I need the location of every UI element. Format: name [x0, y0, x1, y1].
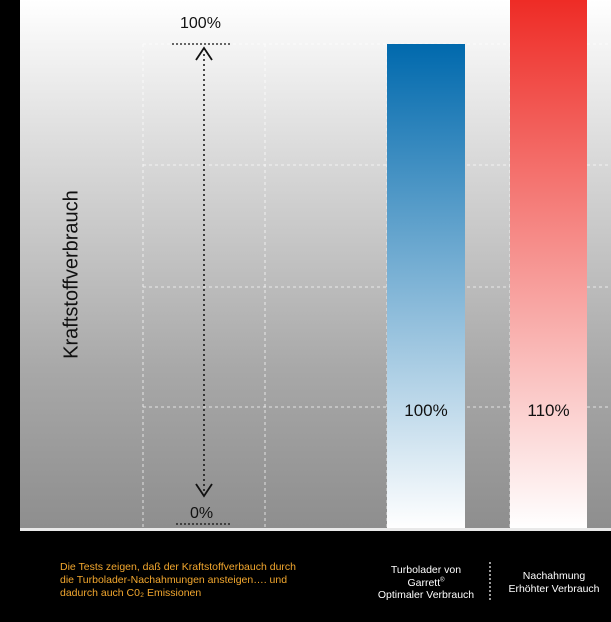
x-label-garrett: Turbolader von Garrett® Optimaler Verbra… — [362, 564, 490, 602]
tick-label-100: 100% — [180, 15, 221, 32]
arrow-head-down — [195, 483, 213, 498]
footer-caption: Die Tests zeigen, daß der Kraftstoffverb… — [60, 561, 360, 600]
caption-line-3: dadurch auch C0₂ Emissionen — [60, 587, 202, 599]
bar-value-label-garrett: 100% — [404, 401, 448, 420]
range-arrow — [172, 43, 232, 525]
bars-group — [387, 0, 587, 529]
x-label-garrett-line-1: Turbolader von — [390, 564, 462, 576]
x-label-imitation: Nachahmung Erhöhter Verbrauch — [497, 570, 611, 595]
baseline-separator — [20, 528, 611, 531]
footer-panel — [0, 531, 611, 622]
caption-line-1: Die Tests zeigen, daß der Kraftstoffverb… — [60, 561, 296, 573]
x-label-garrett-line-2: Garrett® — [407, 576, 445, 589]
arrow-head-up — [195, 46, 213, 61]
bar-imitation — [510, 0, 587, 529]
caption-line-2: die Turbolader-Nachahmungen ansteigen…. … — [60, 574, 288, 586]
bar-value-label-imitation: 110% — [527, 401, 570, 420]
bar-garrett — [387, 44, 465, 528]
x-label-imitation-line-1: Nachahmung — [522, 570, 586, 582]
registered-mark: ® — [440, 577, 445, 583]
y-axis-label: Kraftstoffverbrauch — [60, 190, 83, 359]
x-label-imitation-line-2: Erhöhter Verbrauch — [508, 582, 600, 595]
x-label-garrett-line-3: Optimaler Verbrauch — [377, 589, 475, 601]
tick-label-0: 0% — [190, 505, 214, 522]
